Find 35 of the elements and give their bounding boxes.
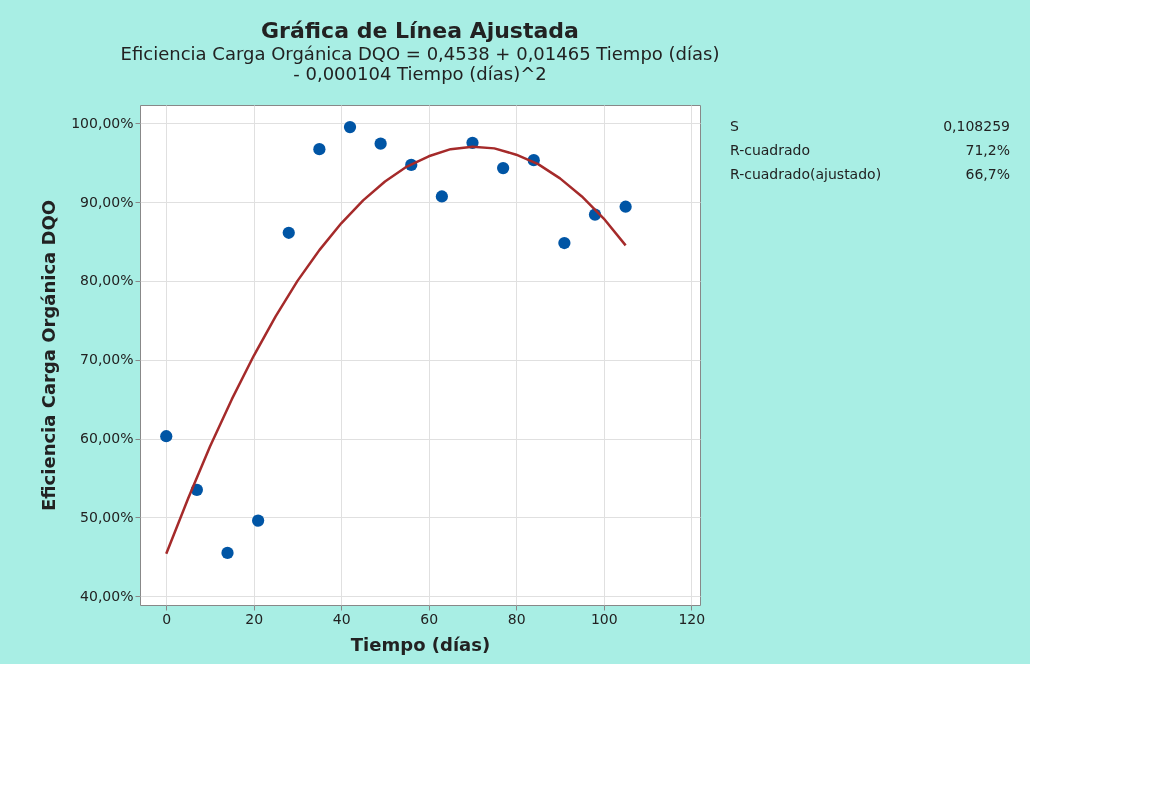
point (343, 120, 357, 134)
x-tick-label: 20 (245, 610, 264, 627)
point (435, 190, 448, 203)
text: 71,2% (965, 142, 1010, 158)
point (282, 226, 295, 239)
point (619, 200, 632, 213)
x-tick-label: 60 (420, 610, 439, 627)
y-tick-label: 40,00% (80, 587, 134, 604)
chart-title: Gráfica de Línea Ajustada (261, 18, 579, 43)
text: S (730, 118, 739, 134)
text: R-cuadrado(ajustado) (730, 166, 882, 182)
x-tick-label: 0 (162, 610, 172, 627)
x-axis-title: Tiempo (días) (350, 633, 491, 655)
text: 0,108259 (943, 118, 1010, 134)
point (160, 430, 173, 443)
y-tick-label: 70,00% (80, 351, 134, 368)
x-tick-label: 80 (507, 610, 526, 627)
point (313, 143, 326, 156)
x-tick-label: 120 (678, 610, 706, 627)
x-tick-label: 100 (590, 610, 618, 627)
y-tick-label: 80,00% (80, 272, 134, 289)
point (252, 514, 265, 527)
text: R-cuadrado (730, 142, 811, 158)
y-tick-label: 60,00% (80, 430, 134, 447)
chart-subtitle: Eficiencia Carga Orgánica DQO = 0,4538 + 0,01465 Tiempo (días) - 0,000104 Tiempo (días)^2 (120, 43, 720, 84)
point (558, 236, 571, 250)
y-tick-label: 90,00% (80, 193, 134, 210)
x-tick-label: 40 (332, 610, 351, 627)
text: 66,7% (965, 166, 1010, 182)
point (497, 161, 510, 175)
y-tick-label: 50,00% (80, 508, 134, 525)
y-tick-label: 100,00% (71, 114, 134, 131)
y-axis-title: Eficiencia Carga Orgánica DQO (38, 199, 60, 512)
point (374, 137, 387, 150)
point (221, 546, 234, 560)
